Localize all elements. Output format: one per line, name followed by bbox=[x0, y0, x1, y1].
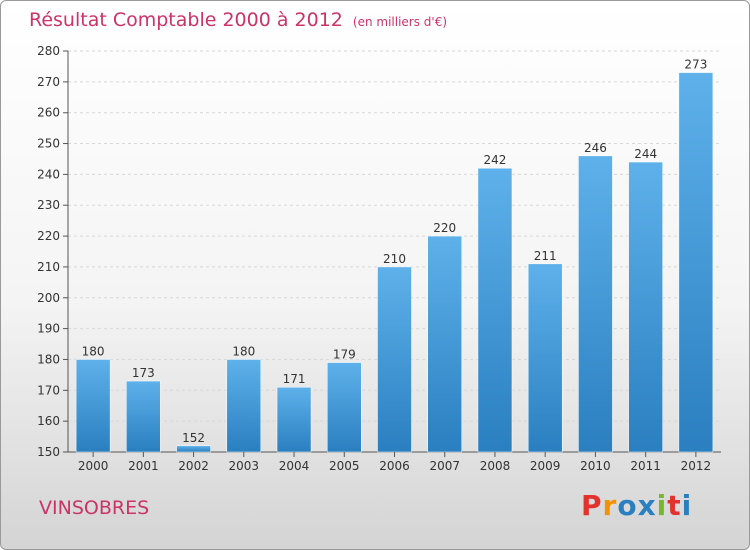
bar-2010 bbox=[578, 155, 613, 453]
logo-letter: i bbox=[656, 489, 668, 522]
logo-letter: t bbox=[667, 489, 682, 522]
y-tick-label: 280 bbox=[37, 44, 60, 58]
x-tick-label: 2000 bbox=[78, 459, 109, 473]
y-tick-label: 230 bbox=[37, 198, 60, 212]
logo-letter: r bbox=[602, 489, 618, 522]
x-tick-label: 2005 bbox=[329, 459, 360, 473]
bar-2007 bbox=[427, 235, 462, 453]
data-label: 210 bbox=[383, 252, 406, 266]
data-label: 211 bbox=[534, 249, 557, 263]
data-label: 273 bbox=[684, 58, 707, 72]
x-tick-label: 2006 bbox=[379, 459, 410, 473]
y-tick-label: 170 bbox=[37, 383, 60, 397]
x-tick-label: 2001 bbox=[128, 459, 159, 473]
logo-letter: o bbox=[617, 489, 638, 522]
data-label: 179 bbox=[333, 348, 356, 362]
x-tick-label: 2011 bbox=[630, 459, 661, 473]
data-label: 220 bbox=[433, 221, 456, 235]
bar-2012 bbox=[678, 72, 714, 453]
y-tick-label: 240 bbox=[37, 167, 60, 181]
y-tick-label: 210 bbox=[37, 260, 60, 274]
y-tick-label: 180 bbox=[37, 352, 60, 366]
y-axis: 150 160 170 180 190 200 210 220 230 240 250 260 270 2… bbox=[37, 44, 721, 459]
x-tick-label: 2003 bbox=[229, 459, 260, 473]
x-tick-label: 2008 bbox=[480, 459, 511, 473]
data-label: 244 bbox=[634, 147, 657, 161]
x-tick-label: 2009 bbox=[530, 459, 561, 473]
logo-letter: P bbox=[581, 489, 603, 522]
data-label: 180 bbox=[82, 344, 105, 358]
bar-2005 bbox=[327, 362, 362, 453]
data-label: 242 bbox=[484, 153, 507, 167]
bar-2009 bbox=[527, 263, 563, 453]
bar-2000 bbox=[75, 359, 111, 453]
logo-letter: i bbox=[681, 489, 693, 522]
y-tick-label: 200 bbox=[37, 291, 60, 305]
x-tick-label: 2010 bbox=[580, 459, 611, 473]
x-tick-label: 2012 bbox=[681, 459, 712, 473]
data-label: 171 bbox=[283, 372, 306, 386]
title-text: Résultat Comptable 2000 à 2012 bbox=[29, 9, 343, 31]
y-tick-label: 270 bbox=[37, 75, 60, 89]
x-tick-label: 2004 bbox=[279, 459, 310, 473]
x-tick-label: 2002 bbox=[178, 459, 209, 473]
chart-title: Résultat Comptable 2000 à 2012 (en millie… bbox=[29, 9, 447, 31]
y-tick-label: 250 bbox=[37, 137, 60, 151]
bar-2001 bbox=[126, 380, 161, 453]
data-label: 152 bbox=[182, 431, 205, 445]
bar-2008 bbox=[477, 167, 513, 453]
title-unit: (en milliers d'€) bbox=[352, 15, 448, 29]
x-axis: 2000 2001 2002 2003 2004 2005 2006 2007 2008 2009… bbox=[78, 452, 711, 473]
bars: 180 173 152 180 171 179 210 220 242 211 246 244 273 bbox=[75, 58, 714, 453]
bar-2006 bbox=[377, 266, 412, 453]
proxiti-logo[interactable]: Proxiti bbox=[581, 489, 692, 522]
city-name: VINSOBRES bbox=[39, 497, 150, 519]
bar-2004 bbox=[276, 386, 312, 453]
bar-2011 bbox=[628, 161, 663, 453]
bar-2002 bbox=[176, 445, 211, 453]
y-tick-label: 260 bbox=[37, 106, 60, 120]
data-label: 180 bbox=[232, 344, 255, 358]
logo-letter: x bbox=[637, 489, 657, 522]
data-label: 246 bbox=[584, 141, 607, 155]
data-label: 173 bbox=[132, 366, 155, 380]
y-tick-label: 150 bbox=[37, 445, 60, 459]
y-tick-label: 220 bbox=[37, 229, 60, 243]
y-tick-label: 190 bbox=[37, 322, 60, 336]
x-tick-label: 2007 bbox=[429, 459, 460, 473]
bar-2003 bbox=[226, 359, 262, 453]
y-tick-label: 160 bbox=[37, 414, 60, 428]
